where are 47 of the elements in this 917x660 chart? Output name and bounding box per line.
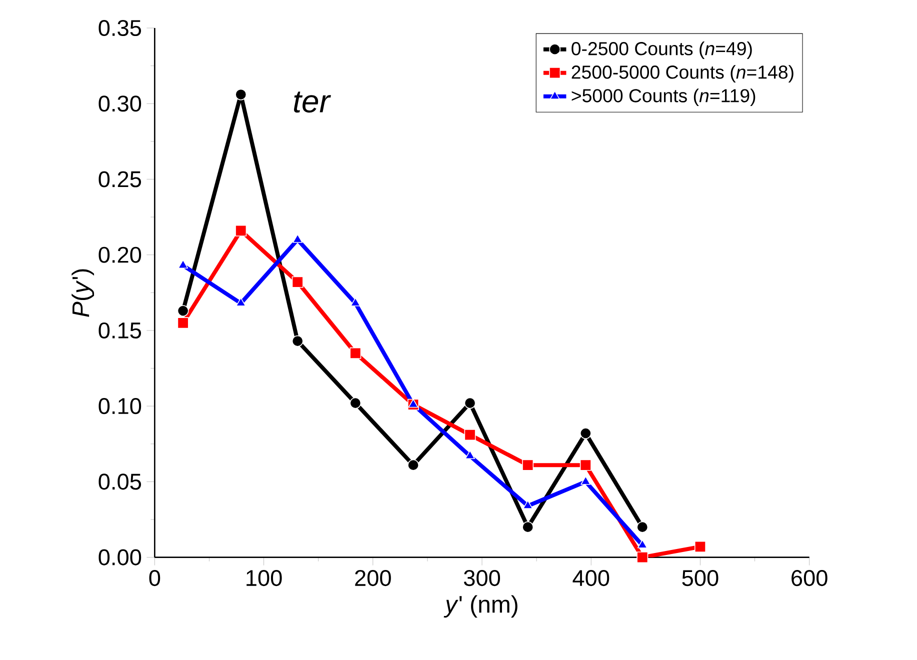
y-tick-label: 0.10 xyxy=(98,398,142,414)
point xyxy=(522,500,533,509)
x-tick-label: 400 xyxy=(572,570,610,586)
point xyxy=(178,260,188,268)
point xyxy=(350,397,362,409)
point xyxy=(177,317,189,329)
point xyxy=(408,459,419,471)
y-tick-label: 0.15 xyxy=(98,322,141,338)
point xyxy=(292,335,304,347)
x-tick-label: 300 xyxy=(464,570,500,586)
point xyxy=(350,298,360,306)
point xyxy=(464,429,476,441)
point xyxy=(408,398,418,408)
legend-label: 2500-5000 Counts (n=148) xyxy=(572,65,794,82)
point xyxy=(464,450,476,460)
point xyxy=(235,224,247,236)
point xyxy=(522,521,534,533)
x-tick-label: 100 xyxy=(246,570,282,586)
point xyxy=(350,347,362,359)
point xyxy=(464,397,476,409)
point xyxy=(580,459,592,471)
x-tick-label: 0 xyxy=(149,570,160,586)
point xyxy=(235,88,247,100)
legend-label: >5000 Counts (n=119) xyxy=(572,88,756,106)
annotation: ter xyxy=(294,92,332,113)
point xyxy=(694,541,706,552)
y-tick-label: 0.20 xyxy=(98,246,142,263)
point xyxy=(580,428,592,440)
point xyxy=(637,539,648,548)
y-tick-label: 0.35 xyxy=(98,20,141,36)
point xyxy=(636,521,648,533)
point xyxy=(636,552,648,564)
x-tick-label: 200 xyxy=(355,570,391,586)
point xyxy=(236,298,246,306)
y-tick-label: 0.05 xyxy=(98,474,141,490)
point xyxy=(580,476,591,485)
x-tick-label: 500 xyxy=(682,570,718,586)
point xyxy=(177,305,189,317)
point xyxy=(292,276,304,288)
legend-label: 0-2500 Counts (n=49) xyxy=(572,42,752,59)
x-tick-label: 600 xyxy=(792,570,828,586)
x-axis-title: y' (nm) xyxy=(444,595,518,618)
y-tick-label: 0.25 xyxy=(98,171,141,188)
point xyxy=(522,459,534,471)
y-tick-label: 0.30 xyxy=(98,96,142,112)
point xyxy=(292,234,303,243)
y-tick-label: 0.00 xyxy=(98,549,142,566)
